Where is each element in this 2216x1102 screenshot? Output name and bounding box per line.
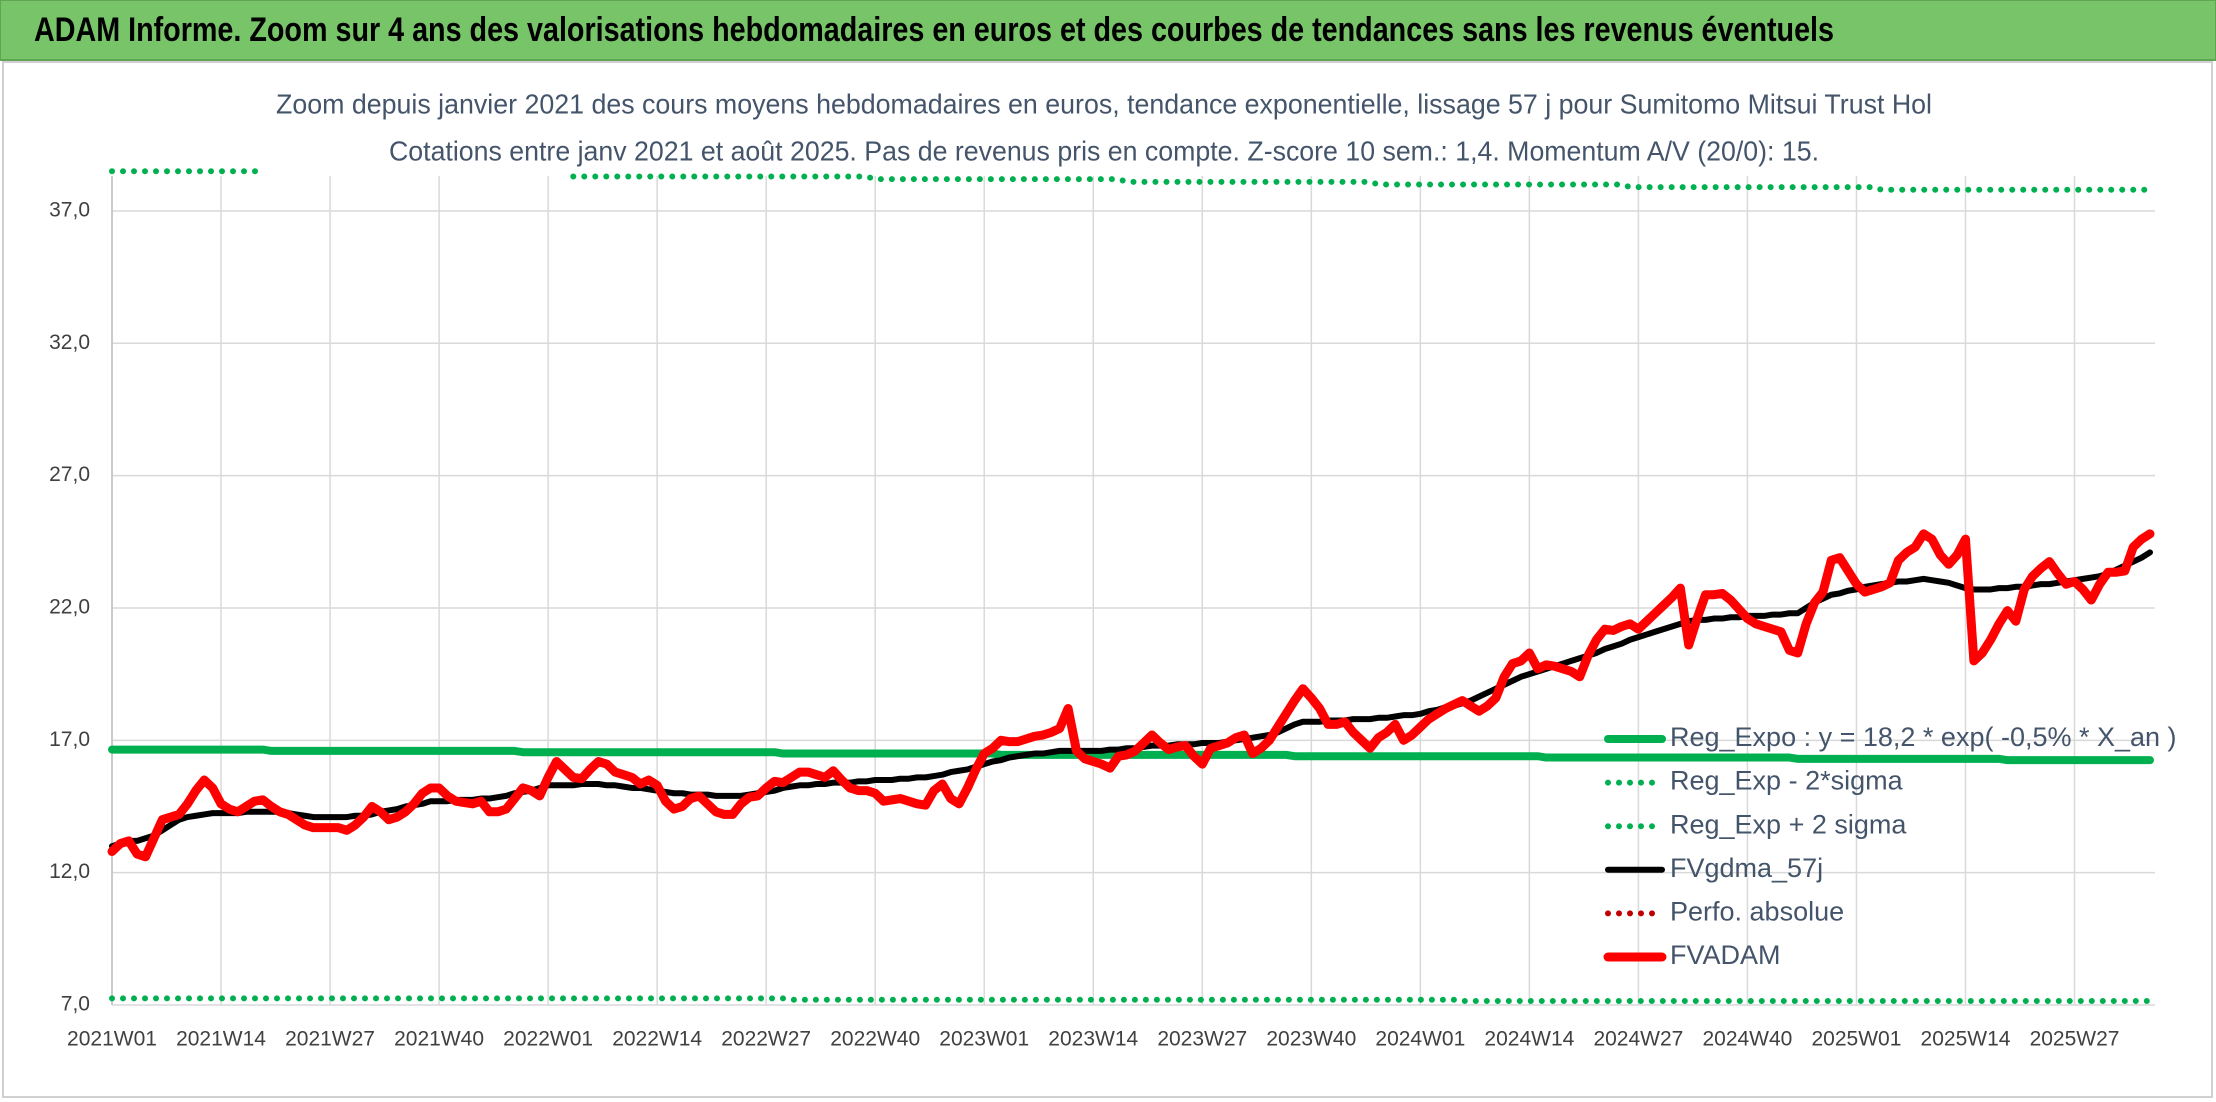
legend-label: FVgdma_57j [1670, 853, 1823, 883]
x-tick-label: 2023W40 [1266, 1028, 1356, 1051]
x-tick-label: 2023W14 [1048, 1028, 1138, 1051]
header-bar [0, 0, 2216, 61]
y-tick-label: 17,0 [49, 728, 90, 751]
series-lines [107, 168, 2155, 1005]
x-tick-label: 2021W27 [285, 1028, 375, 1051]
y-tick-label: 7,0 [61, 993, 90, 1016]
y-tick-label: 32,0 [49, 331, 90, 354]
legend-label: Reg_Exp + 2 sigma [1670, 809, 1907, 839]
x-tick-label: 2025W14 [1921, 1028, 2011, 1051]
series-line [109, 168, 2153, 193]
y-tick-label: 22,0 [49, 596, 90, 619]
y-tick-label: 12,0 [49, 860, 90, 883]
legend-label: Reg_Exp - 2*sigma [1670, 766, 1904, 796]
x-tick-label: 2022W27 [721, 1028, 811, 1051]
chart-title: Zoom depuis janvier 2021 des cours moyen… [276, 88, 1932, 119]
x-tick-label: 2021W01 [67, 1028, 157, 1051]
x-tick-label: 2025W27 [2030, 1028, 2120, 1051]
chart-frame [2, 61, 2213, 1098]
y-tick-label: 37,0 [49, 198, 90, 221]
series-line [107, 529, 2155, 862]
x-tick-label: 2025W01 [1812, 1028, 1902, 1051]
legend: Reg_Expo : y = 18,2 * exp( -0,5% * X_an … [1603, 722, 2177, 970]
x-tick-label: 2023W27 [1157, 1028, 1247, 1051]
y-tick-label: 27,0 [49, 463, 90, 486]
x-tick-label: 2024W40 [1702, 1028, 1792, 1051]
x-tick-label: 2022W14 [612, 1028, 702, 1051]
x-tick-label: 2024W14 [1484, 1028, 1574, 1051]
x-tick-label: 2022W01 [503, 1028, 593, 1051]
x-tick-label: 2021W14 [176, 1028, 266, 1051]
legend-label: FVADAM [1670, 940, 1781, 970]
x-tick-label: 2023W01 [939, 1028, 1029, 1051]
x-tick-label: 2021W40 [394, 1028, 484, 1051]
legend-label: Perfo. absolue [1670, 897, 1844, 927]
series-line [109, 995, 2153, 1005]
x-tick-label: 2024W27 [1593, 1028, 1683, 1051]
x-tick-label: 2022W40 [830, 1028, 920, 1051]
chart-subtitle: Cotations entre janv 2021 et août 2025. … [389, 135, 1819, 166]
header-title: ADAM Informe. Zoom sur 4 ans des valoris… [34, 11, 1834, 49]
legend-label: Reg_Expo : y = 18,2 * exp( -0,5% * X_an … [1670, 722, 2177, 752]
x-tick-label: 2024W01 [1375, 1028, 1465, 1051]
